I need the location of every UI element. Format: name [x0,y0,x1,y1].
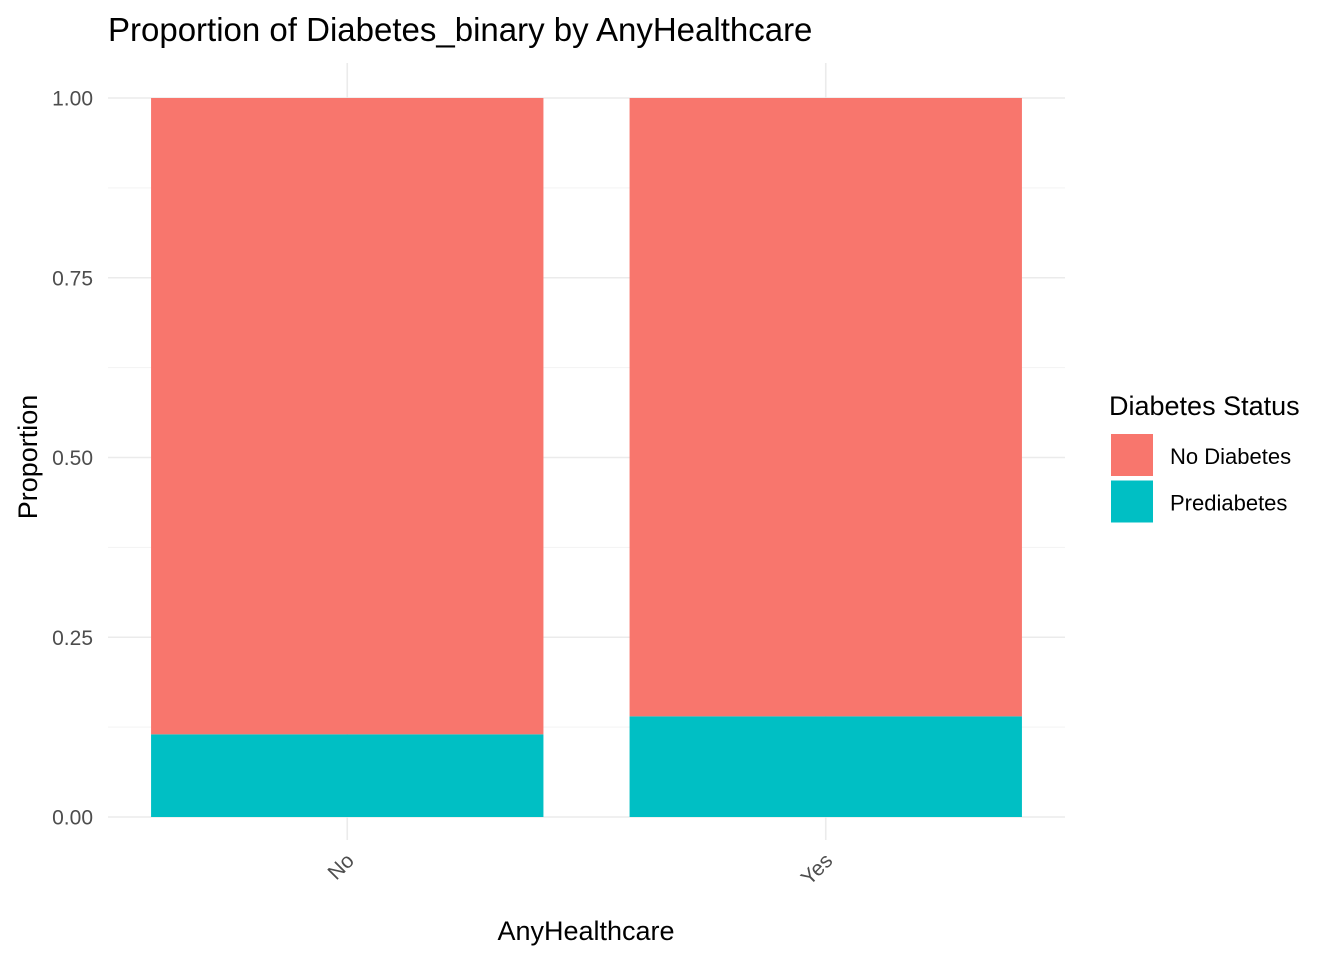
bar-no-diabetes-yes [629,98,1022,717]
y-tick-label: 0.75 [52,267,93,290]
y-tick-label: 0.25 [52,627,93,650]
x-tick-label: No [324,849,359,884]
y-axis-title: Proportion [13,395,43,520]
y-tick-label: 0.50 [52,447,93,470]
legend: No Diabetes Prediabetes [1111,434,1291,523]
legend-key-no-diabetes [1111,434,1153,476]
bars [151,98,1022,817]
y-axis-ticks: 0.00 0.25 0.50 0.75 1.00 [52,88,93,830]
y-tick-label: 1.00 [52,88,93,111]
bar-prediabetes-yes [629,716,1022,817]
legend-label: Prediabetes [1170,491,1287,516]
x-tick-label: Yes [797,849,837,889]
legend-label: No Diabetes [1170,444,1291,469]
legend-key-prediabetes [1111,480,1153,523]
chart-title: Proportion of Diabetes_binary by AnyHeal… [108,11,812,48]
x-axis-ticks: No Yes [324,849,838,889]
legend-title: Diabetes Status [1109,391,1300,421]
y-tick-label: 0.00 [52,807,93,830]
bar-no-diabetes-no [151,98,544,735]
bar-prediabetes-no [151,734,544,817]
x-axis-title: AnyHealthcare [497,916,674,946]
